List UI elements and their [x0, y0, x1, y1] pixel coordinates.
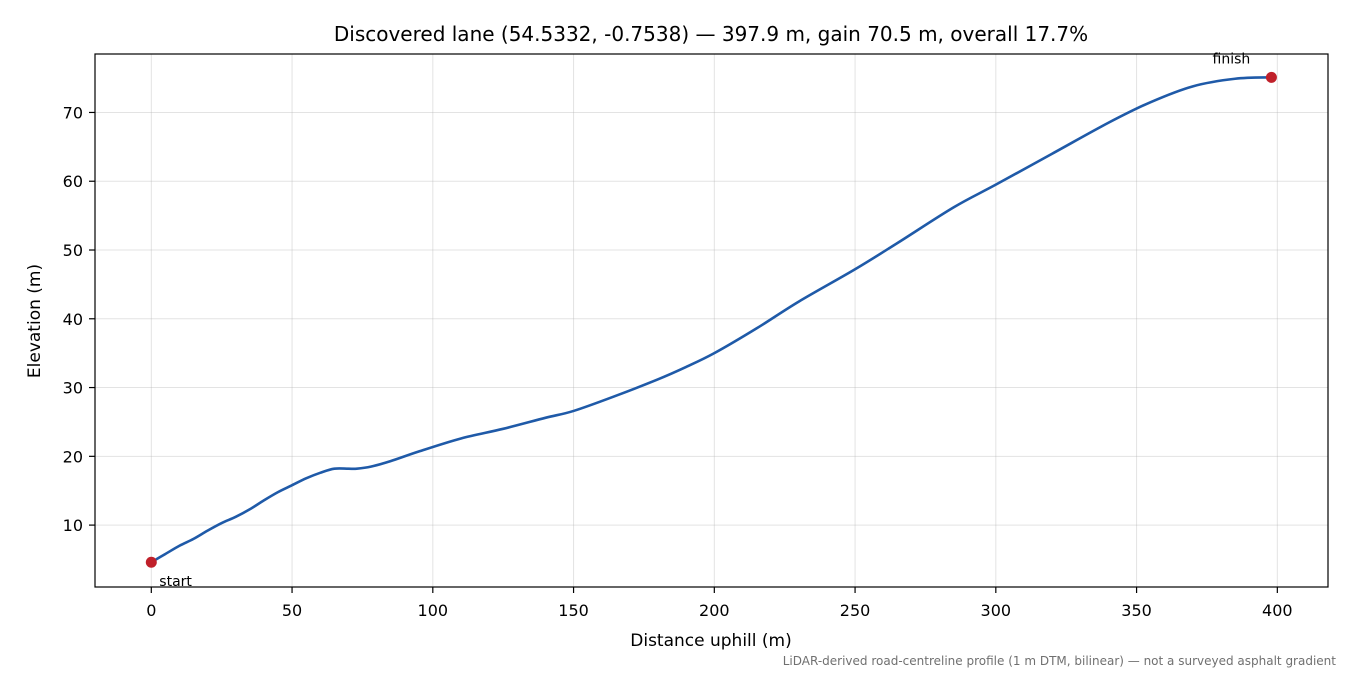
x-tick-label: 0	[146, 601, 156, 620]
y-axis-title: Elevation (m)	[25, 264, 45, 378]
y-tick-label: 40	[63, 310, 83, 329]
y-axis-ticks: 10 20 30 40 50 60 70	[63, 103, 95, 535]
x-tick-label: 300	[981, 601, 1012, 620]
finish-marker	[1265, 71, 1277, 83]
grid	[95, 54, 1328, 587]
x-axis-title: Distance uphill (m)	[630, 631, 791, 651]
y-tick-label: 30	[63, 379, 83, 398]
finish-annotation: finish	[1213, 51, 1251, 67]
x-tick-label: 200	[699, 601, 730, 620]
elevation-series-line	[150, 76, 1273, 564]
y-tick-label: 70	[63, 103, 83, 122]
start-marker	[145, 556, 157, 568]
x-tick-label: 250	[840, 601, 871, 620]
y-tick-label: 50	[63, 241, 83, 260]
x-tick-label: 350	[1121, 601, 1152, 620]
y-tick-label: 10	[63, 516, 83, 535]
plot-area-frame	[94, 53, 1329, 588]
y-tick-label: 20	[63, 447, 83, 466]
footnote: LiDAR-derived road-centreline profile (1…	[783, 654, 1337, 668]
x-tick-label: 400	[1262, 601, 1293, 620]
chart-title: Discovered lane (54.5332, -0.7538) — 397…	[334, 22, 1088, 46]
x-tick-label: 150	[558, 601, 589, 620]
x-tick-label: 100	[418, 601, 449, 620]
x-tick-label: 50	[282, 601, 302, 620]
start-annotation: start	[159, 574, 192, 590]
y-tick-label: 60	[63, 172, 83, 191]
x-axis-ticks: 0 50 100 150 200 250 300 350 400	[146, 587, 1293, 620]
